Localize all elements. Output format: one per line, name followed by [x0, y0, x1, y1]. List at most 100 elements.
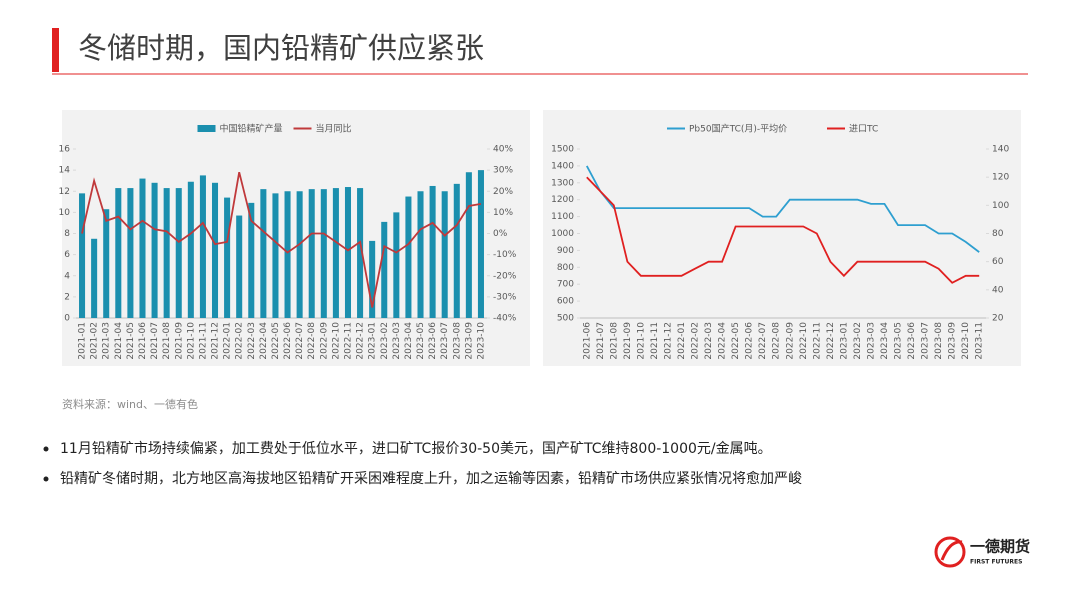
- logo-icon: [934, 536, 966, 568]
- bar: [332, 188, 339, 318]
- x-tick-label: 2021-02: [90, 322, 100, 360]
- x-tick-label: 2021-08: [609, 322, 619, 360]
- bar: [139, 178, 146, 318]
- x-tick-label: 2023-04: [404, 322, 414, 360]
- x-tick-label: 2022-01: [677, 322, 687, 360]
- y2-tick-label: 10%: [493, 208, 513, 218]
- bar: [199, 175, 206, 318]
- bar: [381, 221, 388, 318]
- y2-tick-label: 60: [992, 257, 1004, 267]
- x-tick-label: 2023-11: [975, 322, 985, 360]
- bar: [236, 215, 243, 318]
- bar: [79, 193, 86, 318]
- x-tick-label: 2022-11: [812, 322, 822, 360]
- y-tick-label: 800: [557, 263, 574, 273]
- bar: [91, 238, 98, 318]
- y2-tick-label: -30%: [493, 292, 517, 302]
- x-tick-label: 2021-10: [186, 322, 196, 360]
- x-tick-label: 2023-09: [464, 322, 474, 360]
- x-tick-label: 2023-01: [839, 322, 849, 360]
- x-tick-label: 2023-06: [907, 322, 917, 360]
- y-tick-label: 500: [557, 314, 574, 324]
- x-tick-label: 2022-12: [356, 322, 366, 360]
- bar: [296, 191, 303, 318]
- x-tick-label: 2021-09: [174, 322, 184, 360]
- logo-name: 一德期货: [970, 538, 1030, 556]
- bar: [357, 188, 364, 318]
- bar: [393, 212, 400, 318]
- x-tick-label: 2022-04: [718, 322, 728, 360]
- x-tick-label: 2021-01: [78, 322, 88, 360]
- y2-tick-label: 100: [992, 201, 1009, 211]
- bar: [344, 187, 352, 318]
- y-tick-label: 900: [557, 246, 574, 256]
- y2-tick-label: 30%: [493, 166, 513, 176]
- x-tick-label: 2023-10: [476, 322, 486, 360]
- x-tick-label: 2022-02: [691, 322, 701, 360]
- x-tick-label: 2021-03: [102, 322, 112, 360]
- x-tick-label: 2022-11: [343, 322, 353, 360]
- x-tick-label: 2022-07: [295, 322, 305, 360]
- y2-tick-label: 20: [992, 314, 1004, 324]
- x-tick-label: 2021-12: [211, 322, 221, 360]
- x-tick-label: 2023-01: [368, 322, 378, 360]
- x-tick-label: 2022-02: [235, 322, 245, 360]
- x-tick-label: 2023-10: [961, 322, 971, 360]
- line: [81, 171, 482, 308]
- line: [586, 165, 980, 253]
- legend-label: Pb50国产TC(月)-平均价: [689, 123, 787, 135]
- x-tick-label: 2022-03: [704, 322, 714, 360]
- bar: [477, 170, 484, 318]
- x-tick-label: 2022-05: [731, 322, 741, 360]
- bullet: 11月铅精矿市场持续偏紧，加工费处于低位水平，进口矿TC报价30-50美元，国产…: [60, 440, 772, 457]
- y2-tick-label: 40%: [493, 145, 513, 155]
- x-tick-label: 2022-04: [259, 322, 269, 360]
- y2-tick-label: -40%: [493, 314, 517, 324]
- y2-tick-label: 0%: [493, 229, 508, 239]
- y-tick-label: 4: [64, 271, 70, 281]
- bar: [441, 191, 448, 318]
- y2-tick-label: -20%: [493, 271, 517, 281]
- y-tick-label: 14: [59, 166, 71, 176]
- legend-swatch: [197, 125, 216, 132]
- x-tick-label: 2021-04: [114, 322, 124, 360]
- x-tick-label: 2023-02: [853, 322, 863, 360]
- x-tick-label: 2021-07: [596, 322, 606, 360]
- y2-tick-label: 80: [992, 229, 1004, 239]
- bar: [429, 185, 436, 318]
- bar: [187, 181, 194, 318]
- bar: [405, 196, 412, 318]
- y-tick-label: 1000: [551, 229, 574, 239]
- x-tick-label: 2021-07: [150, 322, 160, 360]
- x-tick-label: 2021-09: [623, 322, 633, 360]
- bar: [175, 188, 182, 318]
- x-tick-label: 2021-06: [582, 322, 592, 360]
- legend-label: 进口TC: [849, 124, 878, 135]
- legend-label: 当月同比: [316, 123, 352, 135]
- x-tick-label: 2023-04: [880, 322, 890, 360]
- x-tick-label: 2022-05: [271, 322, 281, 360]
- bullet-dot: [43, 446, 49, 452]
- x-tick-label: 2022-06: [745, 322, 755, 360]
- bar: [260, 189, 267, 318]
- x-tick-label: 2022-09: [319, 322, 329, 360]
- x-tick-label: 2021-05: [126, 322, 136, 360]
- bar: [115, 188, 122, 318]
- y-tick-label: 10: [59, 208, 71, 218]
- x-tick-label: 2021-11: [650, 322, 660, 360]
- bar: [127, 188, 134, 318]
- x-tick-label: 2022-09: [785, 322, 795, 360]
- y-tick-label: 12: [59, 187, 70, 197]
- y-tick-label: 1100: [551, 212, 574, 222]
- x-tick-label: 2022-06: [283, 322, 293, 360]
- y2-tick-label: 40: [992, 285, 1004, 295]
- x-tick-label: 2021-11: [198, 322, 208, 360]
- x-tick-label: 2023-08: [934, 322, 944, 360]
- y-tick-label: 0: [64, 314, 70, 324]
- x-tick-label: 2023-02: [380, 322, 390, 360]
- bar: [248, 202, 255, 318]
- bullet: 铅精矿冬储时期，北方地区高海拔地区铅精矿开采困难程度上升，加之运输等因素，铅精矿…: [60, 470, 802, 487]
- y-tick-label: 6: [64, 250, 70, 260]
- slide-title: 冬储时期，国内铅精矿供应紧张: [78, 31, 484, 65]
- x-tick-label: 2022-07: [758, 322, 768, 360]
